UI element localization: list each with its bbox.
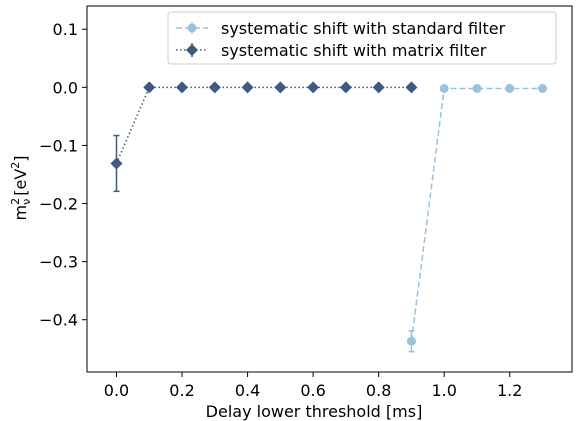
plot-area	[86, 5, 573, 373]
data-point-matrix	[208, 81, 221, 94]
legend: systematic shift with standard filter sy…	[167, 11, 557, 65]
x-tick-label: 1.0	[431, 381, 456, 400]
data-point-standard	[439, 83, 449, 93]
data-point-matrix	[307, 81, 320, 94]
data-point-standard	[472, 83, 482, 93]
data-point-standard	[538, 83, 548, 93]
data-point-matrix	[339, 81, 352, 94]
x-tick-label: 0.8	[366, 381, 391, 400]
y-axis: 0.1 0.0 −0.1 −0.2 −0.3 −0.4	[39, 20, 87, 330]
legend-marker-matrix	[186, 44, 198, 56]
data-point-standard	[505, 83, 515, 93]
y-tick-label: −0.3	[39, 253, 78, 272]
data-point-matrix	[405, 81, 418, 94]
series-layer	[110, 81, 548, 353]
legend-box	[167, 11, 557, 65]
x-axis-title: Delay lower threshold [ms]	[206, 402, 423, 421]
data-point-standard	[406, 336, 416, 346]
legend-label-matrix: systematic shift with matrix filter	[221, 41, 487, 60]
data-point-matrix	[372, 81, 385, 94]
data-point-matrix	[110, 157, 123, 170]
y-tick-label: −0.2	[39, 195, 78, 214]
y-tick-label: −0.1	[39, 136, 78, 155]
x-tick-label: 0.2	[169, 381, 194, 400]
data-point-matrix	[274, 81, 287, 94]
data-point-matrix	[143, 81, 156, 94]
data-point-matrix	[176, 81, 189, 94]
y-axis-title: m2ν[eV2]	[9, 155, 33, 220]
legend-entry-standard: systematic shift with standard filter	[176, 19, 506, 38]
x-axis: 0.0 0.2 0.4 0.6 0.8 1.0 1.2	[104, 372, 522, 400]
x-tick-label: 0.4	[235, 381, 260, 400]
y-tick-label: 0.0	[53, 78, 78, 97]
data-point-matrix	[241, 81, 254, 94]
legend-label-standard: systematic shift with standard filter	[221, 19, 506, 38]
y-tick-label: 0.1	[53, 20, 78, 39]
legend-entry-matrix: systematic shift with matrix filter	[176, 41, 487, 60]
x-tick-label: 1.2	[497, 381, 522, 400]
x-tick-label: 0.0	[104, 381, 129, 400]
legend-marker-standard	[187, 23, 197, 33]
x-tick-label: 0.6	[300, 381, 325, 400]
y-tick-label: −0.4	[39, 311, 78, 330]
